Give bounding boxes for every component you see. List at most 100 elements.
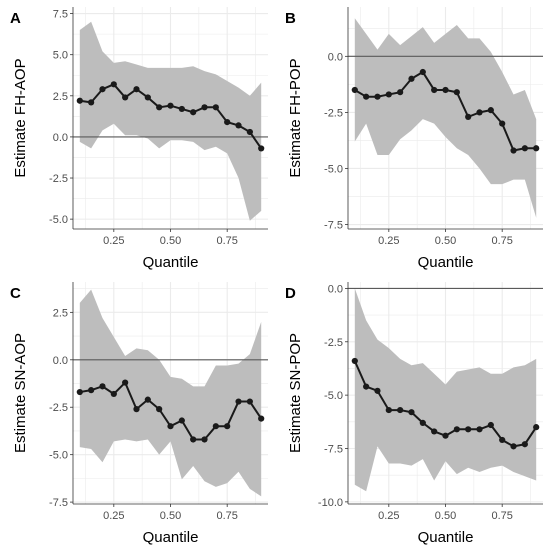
estimate-point xyxy=(533,424,540,431)
estimate-point xyxy=(419,419,426,426)
estimate-point xyxy=(351,357,358,365)
panel-tag: D xyxy=(285,285,296,302)
y-tick-label: 0.0 xyxy=(328,51,343,63)
y-tick-label: -7.5 xyxy=(49,497,68,509)
x-axis-label: Quantile xyxy=(143,529,199,546)
estimate-point xyxy=(487,107,494,114)
estimate-point xyxy=(190,436,197,443)
y-tick-label: 0.0 xyxy=(328,283,343,295)
estimate-point xyxy=(533,145,540,152)
estimate-point xyxy=(374,387,381,394)
estimate-point xyxy=(144,396,151,403)
y-tick-label: -7.5 xyxy=(324,220,343,232)
estimate-point xyxy=(110,390,117,398)
x-tick-label: 0.50 xyxy=(435,510,456,522)
confidence-band xyxy=(354,288,537,492)
estimate-point xyxy=(156,104,163,111)
estimate-point xyxy=(110,81,117,88)
estimate-point xyxy=(419,68,426,76)
estimate-point xyxy=(431,428,438,435)
estimate-point xyxy=(374,93,381,100)
estimate-point xyxy=(122,94,129,101)
y-tick-label: 2.5 xyxy=(53,91,68,103)
estimate-point xyxy=(201,436,208,443)
estimate-point xyxy=(235,122,242,129)
estimate-point xyxy=(465,426,472,433)
estimate-point xyxy=(156,406,163,413)
estimate-point xyxy=(122,379,129,386)
y-tick-label: 2.5 xyxy=(53,307,68,319)
x-tick-label: 0.75 xyxy=(491,510,512,522)
estimate-point xyxy=(521,145,528,152)
y-tick-label: -2.5 xyxy=(324,107,343,119)
estimate-point xyxy=(510,443,517,450)
y-tick-label: 7.5 xyxy=(53,9,68,21)
y-axis-label: Estimate SN-AOP xyxy=(12,333,29,453)
estimate-point xyxy=(397,406,404,414)
estimate-point xyxy=(88,99,95,106)
estimate-point xyxy=(408,409,415,416)
confidence-band xyxy=(79,21,262,221)
estimate-point xyxy=(246,398,253,405)
y-tick-label: -7.5 xyxy=(324,444,343,456)
x-tick-label: 0.25 xyxy=(103,510,124,522)
panel-b: -7.5 -5.0 -2.5 0.0 0.25 0.50 0.75 Quantile Estim… xyxy=(285,7,543,271)
x-tick-label: 0.50 xyxy=(160,510,181,522)
estimate-point xyxy=(521,441,528,448)
y-tick-label: 0.0 xyxy=(53,355,68,367)
estimate-point xyxy=(385,91,392,98)
confidence-band xyxy=(79,289,262,497)
estimate-point xyxy=(258,145,265,152)
y-tick-label: 0.0 xyxy=(53,132,68,144)
estimate-point xyxy=(212,423,219,430)
estimate-point xyxy=(224,119,231,126)
y-tick-label: -2.5 xyxy=(324,337,343,349)
x-tick-label: 0.75 xyxy=(216,235,237,247)
y-tick-label: -5.0 xyxy=(49,450,68,462)
y-tick-label: -5.0 xyxy=(49,214,68,226)
estimate-point xyxy=(76,97,83,104)
estimate-point xyxy=(258,415,265,422)
x-axis-label: Quantile xyxy=(143,254,199,271)
x-tick-label: 0.75 xyxy=(491,235,512,247)
y-axis-label: Estimate FH-AOP xyxy=(12,58,29,177)
estimate-point xyxy=(363,93,370,100)
estimate-point xyxy=(408,75,415,82)
panel-tag: C xyxy=(10,285,21,302)
panel-tag: B xyxy=(285,10,296,27)
estimate-point xyxy=(442,86,449,94)
x-tick-label: 0.25 xyxy=(378,235,399,247)
x-tick-label: 0.75 xyxy=(216,510,237,522)
estimate-point xyxy=(190,109,197,116)
x-axis-label: Quantile xyxy=(418,529,474,546)
estimate-point xyxy=(201,104,208,111)
x-axis-label: Quantile xyxy=(418,254,474,271)
x-tick-label: 0.25 xyxy=(103,235,124,247)
estimate-point xyxy=(144,94,151,101)
estimate-point xyxy=(363,383,370,390)
estimate-point xyxy=(453,426,460,433)
y-tick-label: -2.5 xyxy=(49,173,68,185)
estimate-point xyxy=(476,426,483,433)
y-tick-label: 5.0 xyxy=(53,50,68,62)
estimate-point xyxy=(499,120,506,127)
estimate-point xyxy=(431,86,438,94)
estimate-point xyxy=(465,113,472,120)
x-tick-label: 0.50 xyxy=(435,235,456,247)
y-tick-label: -5.0 xyxy=(324,390,343,402)
estimate-point xyxy=(167,423,174,430)
estimate-point xyxy=(178,417,185,424)
estimate-point xyxy=(351,86,358,94)
estimate-point xyxy=(212,104,219,111)
y-tick-label: -10.0 xyxy=(318,497,343,509)
estimate-point xyxy=(224,423,231,430)
estimate-point xyxy=(453,89,460,96)
estimate-point xyxy=(487,421,494,429)
panel-c: -7.5 -5.0 -2.5 0.0 2.5 0.25 0.50 0.75 Quantile Es… xyxy=(10,282,268,546)
x-tick-label: 0.50 xyxy=(160,235,181,247)
estimate-point xyxy=(442,432,449,439)
estimate-point xyxy=(88,387,95,394)
estimate-point xyxy=(510,147,517,154)
estimate-point xyxy=(167,102,174,109)
